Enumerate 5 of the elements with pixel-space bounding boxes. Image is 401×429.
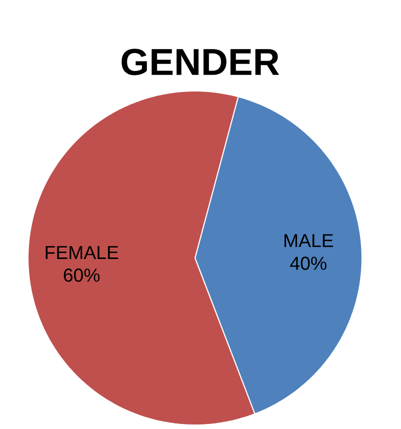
data-label: 60% [64,268,100,282]
data-label: 40% [290,256,326,270]
slice-label: FEMALE [46,246,118,259]
slice-label: MALE [284,234,334,248]
chart-title: GENDER [122,48,280,76]
